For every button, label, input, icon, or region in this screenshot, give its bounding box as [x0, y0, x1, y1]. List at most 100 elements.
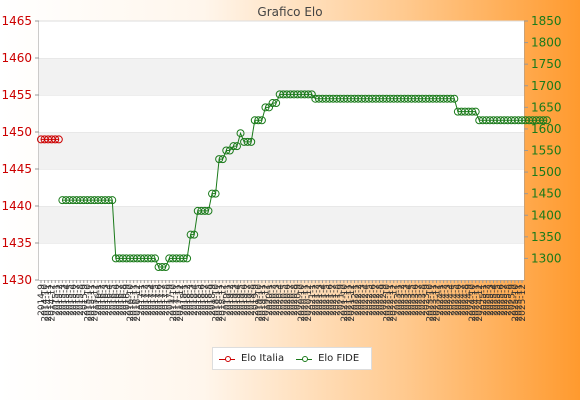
data-point[interactable]	[268, 99, 277, 108]
xtick-label: 2019-2	[226, 284, 236, 316]
data-point[interactable]	[204, 206, 213, 215]
data-point[interactable]	[200, 206, 209, 215]
data-point[interactable]	[471, 107, 480, 116]
xtick-label: 2019-11	[258, 284, 268, 322]
data-point[interactable]	[446, 94, 455, 103]
data-point[interactable]	[232, 142, 241, 151]
xtick-label: 2024-7	[457, 284, 467, 316]
xtick-label: 2021-10	[340, 284, 350, 322]
xtick-label: 2016-6	[112, 284, 122, 316]
data-point[interactable]	[147, 254, 156, 263]
xtick-label: 2015-8	[76, 284, 86, 316]
xtick-label: 2017-6	[155, 284, 165, 316]
grid-band	[39, 243, 524, 280]
data-point[interactable]	[183, 254, 192, 263]
xtick-label: 2022-1	[351, 284, 361, 316]
xtick-label: 2022-10	[383, 284, 393, 322]
series-elo-italia	[37, 135, 63, 144]
legend-item-elo-fide[interactable]: Elo FIDE	[296, 353, 359, 364]
xtick-label: 2017-4	[147, 284, 157, 316]
ytick-right-label: 1500	[531, 165, 562, 179]
data-point[interactable]	[450, 94, 459, 103]
xtick-label: 2020-12	[304, 284, 314, 322]
xtick-label: 2020-4	[276, 284, 286, 316]
xtick-label: 2021-3	[315, 284, 325, 316]
xtick-label: 2024-6	[454, 284, 464, 316]
data-point[interactable]	[151, 254, 160, 263]
xtick-label: 2017-11	[172, 284, 182, 322]
xtick-label: 2020-7	[286, 284, 296, 316]
xtick-label: 2020-8	[290, 284, 300, 316]
xtick-label: 2017-2	[140, 284, 150, 316]
data-point[interactable]	[51, 135, 60, 144]
xtick-label: 2016-4	[105, 284, 115, 316]
data-point[interactable]	[257, 116, 266, 125]
xtick-label: 2022-8	[375, 284, 385, 316]
series-elo-fide	[58, 90, 551, 272]
data-point[interactable]	[208, 189, 217, 198]
ytick-right-label: 1350	[531, 230, 562, 244]
data-point[interactable]	[179, 254, 188, 263]
data-point[interactable]	[247, 137, 256, 146]
data-point[interactable]	[468, 107, 477, 116]
xtick-label: 2025-9	[507, 284, 517, 316]
xtick-label: 2017-10	[169, 284, 179, 322]
xtick-label: 2018-12	[219, 284, 229, 322]
data-point[interactable]	[229, 142, 238, 151]
ytick-right-label: 1850	[531, 14, 562, 28]
xtick-label: 2025-7	[500, 284, 510, 316]
xtick-label: 2014-10	[41, 284, 51, 322]
data-point[interactable]	[304, 90, 313, 99]
ytick-right-label: 1450	[531, 187, 562, 201]
legend-item-elo-italia[interactable]: Elo Italia	[219, 353, 284, 364]
xtick-label: 2016-7	[115, 284, 125, 316]
xtick-label: 2024-10	[468, 284, 478, 322]
xtick-label: 2021-11	[343, 284, 353, 322]
data-point[interactable]	[272, 99, 281, 108]
data-point[interactable]	[542, 116, 551, 125]
data-point[interactable]	[186, 230, 195, 239]
data-point[interactable]	[211, 189, 220, 198]
xtick-label: 2015-11	[87, 284, 97, 322]
data-point[interactable]	[261, 103, 270, 112]
xtick-label: 2023-10	[425, 284, 435, 322]
ytick-left-label: 1465	[1, 14, 32, 28]
data-point[interactable]	[108, 196, 117, 205]
data-point[interactable]	[236, 129, 245, 138]
data-point[interactable]	[539, 116, 548, 125]
xtick-label: 2022-5	[365, 284, 375, 316]
xtick-label: 2021-6	[326, 284, 336, 316]
xtick-label: 2019-6	[240, 284, 250, 316]
xtick-label: 2024-1	[436, 284, 446, 316]
xtick-label: 2023-1	[393, 284, 403, 316]
xtick-label: 2019-12	[261, 284, 271, 322]
xtick-label: 2022-4	[361, 284, 371, 316]
xtick-label: 2023-2	[397, 284, 407, 316]
data-point[interactable]	[218, 155, 227, 164]
xtick-label: 2020-2	[269, 284, 279, 316]
xtick-label: 2025-5	[493, 284, 503, 316]
xtick-label: 2022-12	[390, 284, 400, 322]
data-point[interactable]	[161, 263, 170, 272]
data-point[interactable]	[158, 263, 167, 272]
xtick-label: 2020-5	[279, 284, 289, 316]
xtick-label: 2024-11	[472, 284, 482, 322]
xtick-label: 2025-10	[511, 284, 521, 322]
data-point[interactable]	[222, 146, 231, 155]
xtick-label: 2022-7	[372, 284, 382, 316]
data-point[interactable]	[243, 137, 252, 146]
data-point[interactable]	[254, 116, 263, 125]
data-point[interactable]	[104, 196, 113, 205]
xtick-label: 2018-3	[187, 284, 197, 316]
data-point[interactable]	[54, 135, 63, 144]
data-point[interactable]	[190, 230, 199, 239]
xtick-label: 2018-2	[183, 284, 193, 316]
xtick-label: 2023-7	[415, 284, 425, 316]
chart-legend: Elo Italia Elo FIDE	[212, 347, 372, 370]
xtick-label: 2020-11	[301, 284, 311, 322]
data-point[interactable]	[215, 155, 224, 164]
xtick-label: 2023-4	[404, 284, 414, 316]
xtick-label: 2017-1	[137, 284, 147, 316]
